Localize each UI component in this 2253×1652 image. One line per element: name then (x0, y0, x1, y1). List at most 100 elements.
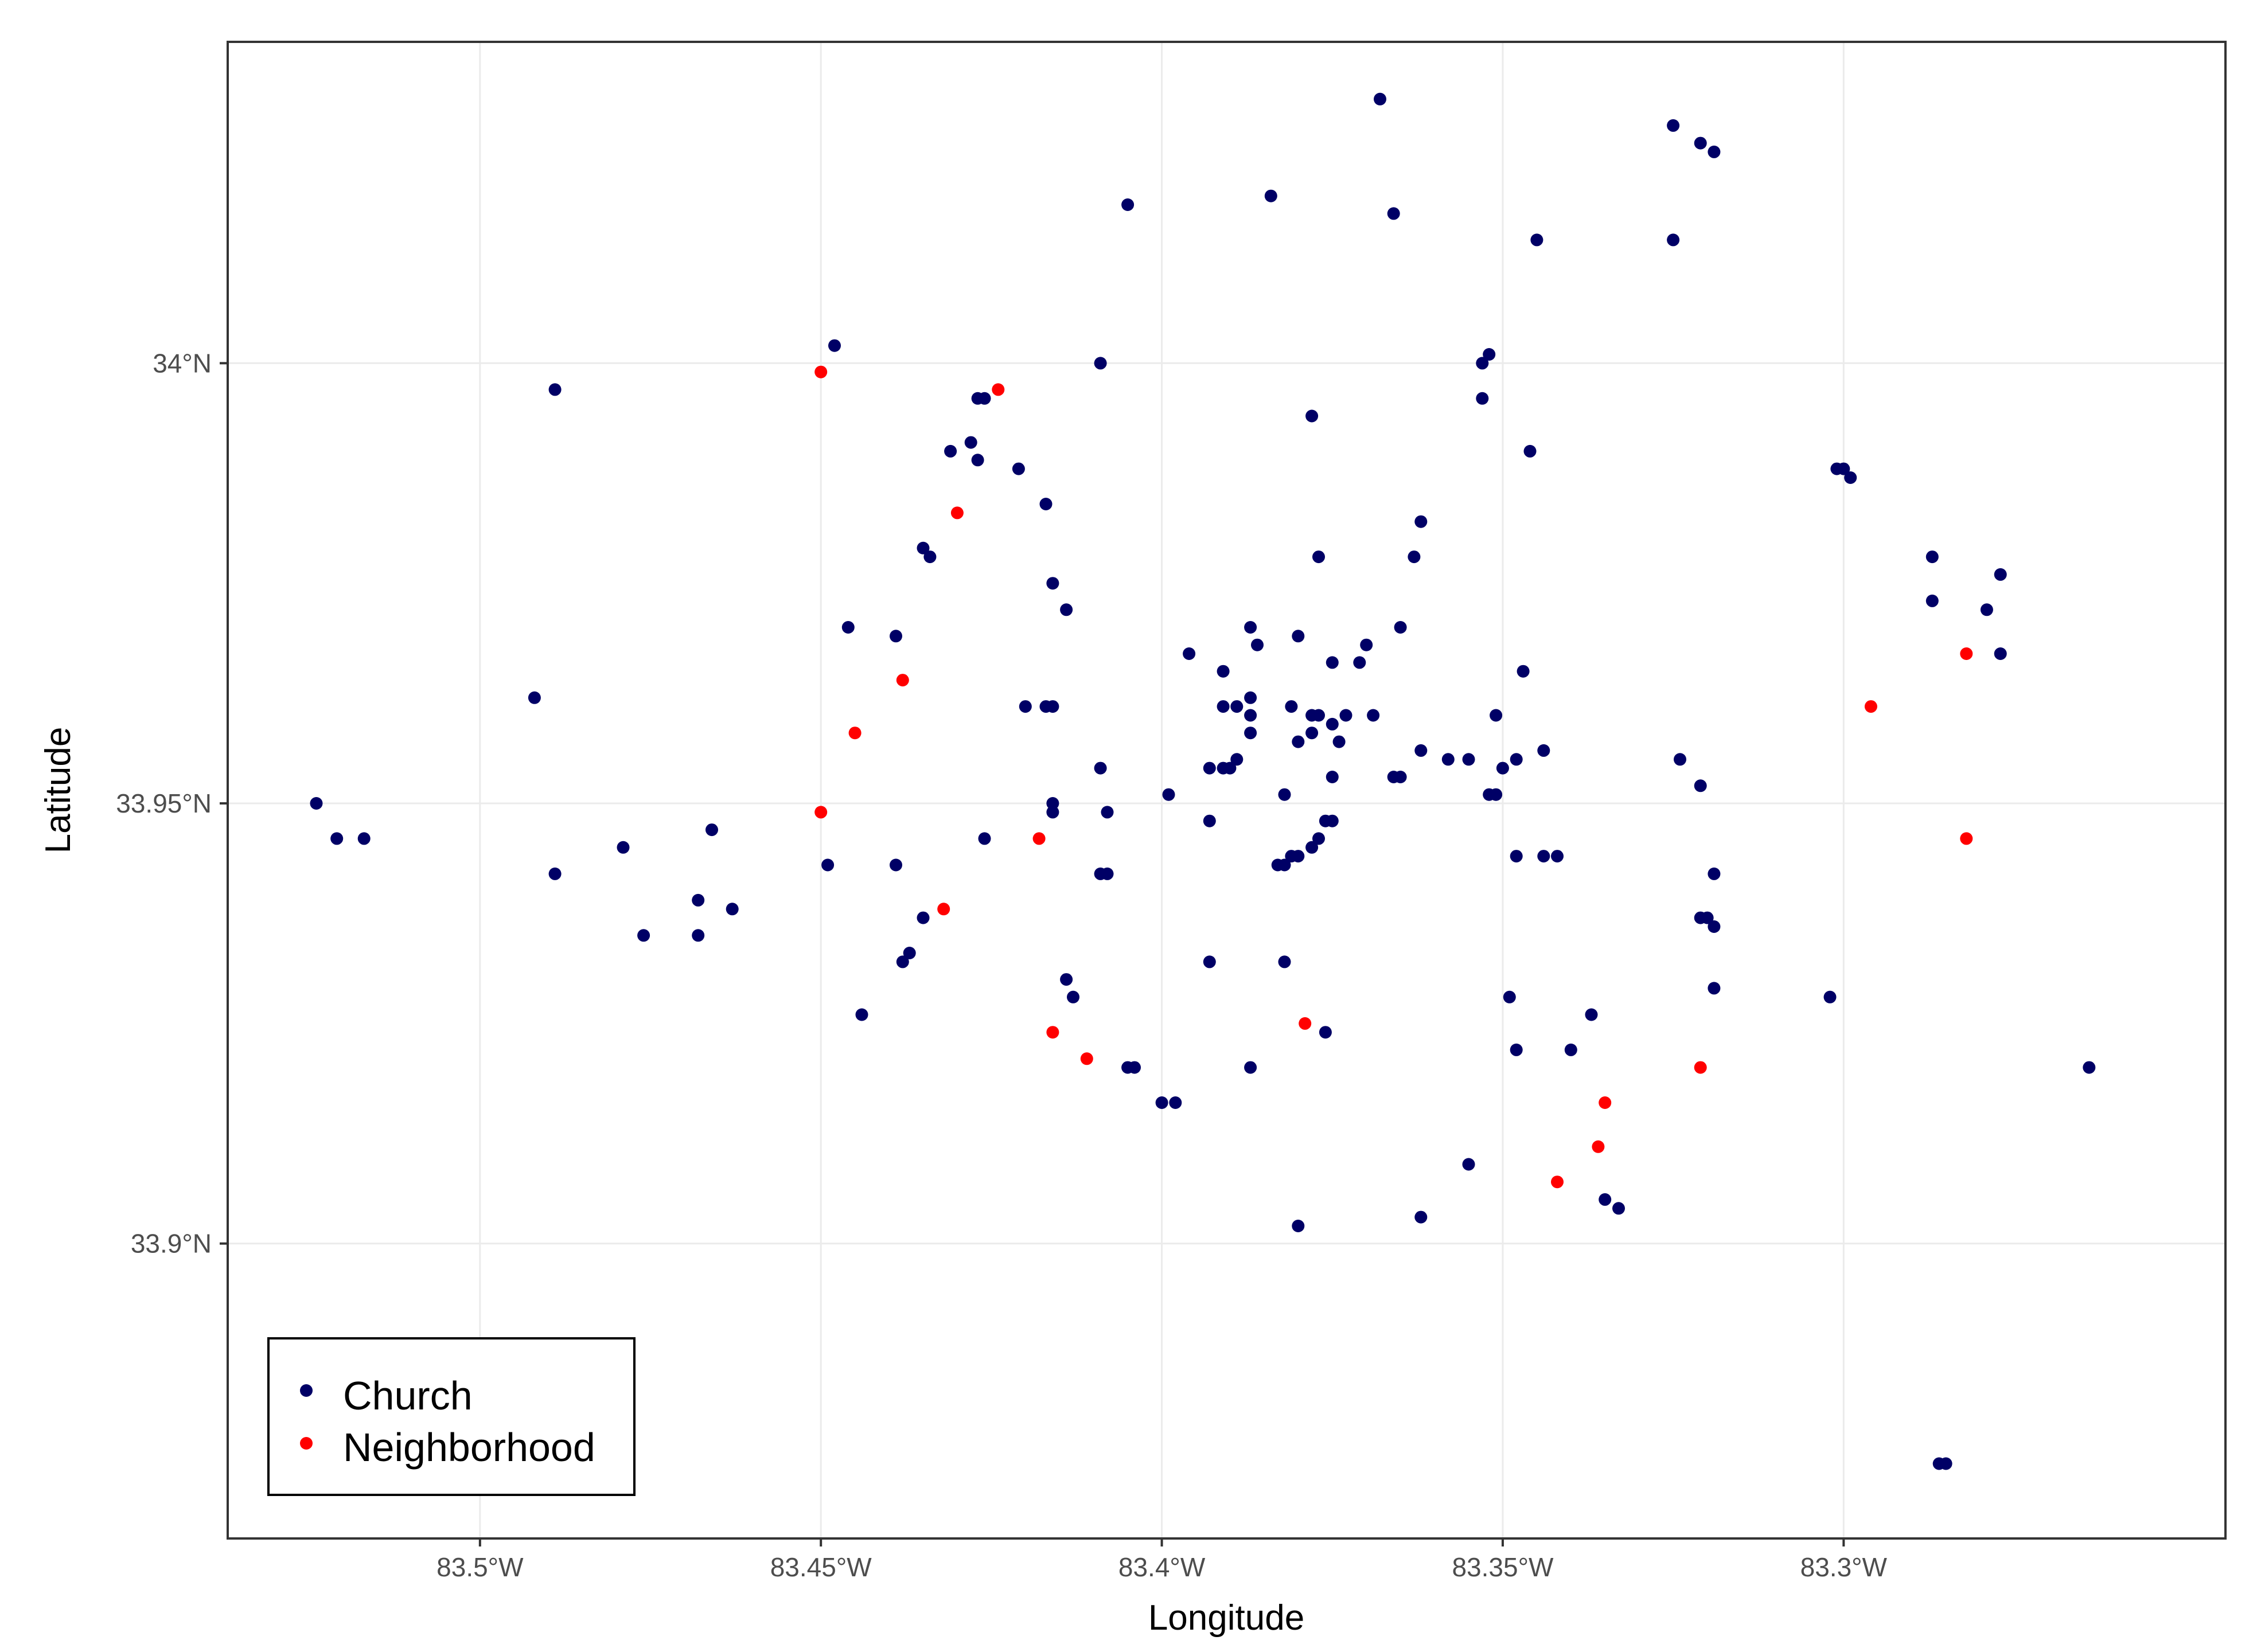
church-point (1490, 709, 1503, 722)
neighborhood-point (950, 506, 964, 520)
church-point (637, 929, 650, 942)
church-point (330, 832, 344, 845)
church-point (726, 903, 739, 916)
church-point (1394, 621, 1407, 634)
church-point (1223, 761, 1237, 775)
church-point (1169, 1096, 1182, 1109)
neighborhood-point (814, 365, 828, 378)
church-point (890, 630, 902, 643)
church-point (896, 955, 909, 968)
neighborhood-point (814, 806, 828, 819)
church-point (1708, 867, 1721, 880)
neighborhood-point (992, 383, 1005, 396)
church-point (1019, 700, 1032, 713)
church-point (917, 541, 930, 554)
church-point (971, 454, 984, 467)
church-point (1251, 638, 1264, 651)
y-axis-title: Latitude (38, 727, 78, 854)
church-point (1353, 656, 1366, 669)
x-tick-label: 83.35°W (1452, 1552, 1554, 1582)
x-axis-ticks: 83.5°W 83.45°W 83.4°W 83.35°W 83.3°W (436, 1538, 1888, 1582)
church-point (1551, 850, 1564, 863)
neighborhood-point (1592, 1140, 1605, 1153)
church-point (1285, 700, 1298, 713)
church-point (1414, 515, 1428, 528)
church-point (1701, 911, 1714, 924)
church-point (1408, 550, 1421, 564)
church-point (1312, 832, 1325, 845)
church-point (1278, 955, 1291, 968)
church-point (357, 832, 371, 845)
church-point (1244, 691, 1257, 704)
neighborhood-point (1299, 1017, 1312, 1030)
x-tick-label: 83.3°W (1800, 1552, 1888, 1582)
neighborhood-point (1960, 832, 1973, 845)
neighborhood-point (848, 727, 862, 740)
church-point (1305, 841, 1319, 854)
church-point (944, 444, 957, 458)
church-point (1094, 761, 1107, 775)
church-point (1101, 806, 1114, 819)
church-point (1326, 717, 1339, 731)
church-point (1319, 1026, 1332, 1039)
church-point (821, 858, 835, 872)
church-point (978, 832, 991, 845)
church-point (1155, 1096, 1168, 1109)
church-point (1162, 788, 1175, 801)
church-point (1394, 771, 1407, 783)
church-point (1203, 814, 1216, 827)
church-point (1476, 357, 1489, 370)
neighborhood-point (1864, 700, 1877, 713)
church-point (1510, 850, 1523, 863)
church-point (1326, 656, 1339, 669)
church-point (1271, 858, 1284, 872)
church-point (1046, 797, 1059, 810)
x-tick-label: 83.4°W (1118, 1552, 1206, 1582)
church-point (1980, 603, 1993, 616)
church-point (1483, 348, 1496, 361)
neighborhood-point (1694, 1061, 1707, 1074)
legend-key-neighborhood (300, 1437, 313, 1450)
neighborhood-point (1080, 1052, 1093, 1065)
church-point (1305, 409, 1319, 423)
grid-lines (228, 42, 2225, 1538)
church-point (1387, 207, 1400, 220)
church-point (617, 841, 630, 854)
church-point (1708, 145, 1721, 158)
church-point (1667, 233, 1680, 247)
church-point (1374, 92, 1386, 106)
church-point (1510, 753, 1523, 766)
church-point (1264, 189, 1277, 202)
church-point (1305, 727, 1319, 740)
church-point (1101, 867, 1114, 880)
church-point (1278, 788, 1291, 801)
church-point (828, 339, 841, 352)
church-point (2083, 1061, 2096, 1074)
church-point (1462, 753, 1475, 766)
church-point (1612, 1202, 1625, 1215)
x-axis-title: Longitude (1148, 1598, 1304, 1638)
neighborhood-point (1960, 647, 1973, 660)
church-point (705, 823, 718, 837)
neighborhood-point (1551, 1175, 1564, 1189)
church-point (1128, 1061, 1141, 1074)
church-point (1537, 744, 1550, 757)
neighborhood-point (1032, 832, 1046, 845)
church-point (1530, 233, 1543, 247)
church-point (1564, 1043, 1577, 1056)
church-point (1462, 1158, 1475, 1171)
neighborhood-point (937, 903, 950, 916)
church-point (1067, 990, 1079, 1003)
church-point (1244, 1061, 1257, 1074)
church-point (1585, 1008, 1598, 1021)
church-point (1244, 621, 1257, 634)
church-point (692, 929, 705, 942)
church-point (964, 436, 977, 449)
neighborhood-point (896, 674, 909, 687)
church-point (548, 383, 562, 396)
church-point (1367, 709, 1380, 722)
church-point (1537, 850, 1550, 863)
church-point (692, 893, 705, 907)
church-point (1667, 119, 1680, 132)
